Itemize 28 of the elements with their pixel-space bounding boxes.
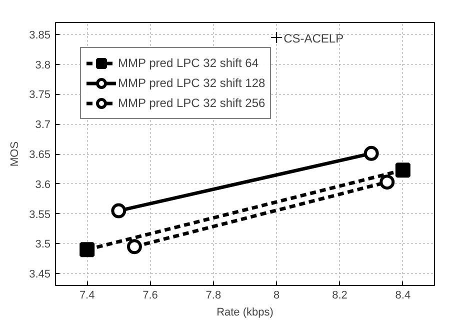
y-tick-label: 3.6 (35, 178, 51, 191)
y-tick-label: 3.5 (35, 238, 51, 251)
point (380, 174, 395, 190)
y-tick-label: 3.75 (29, 89, 51, 102)
y-tick-label: 3.85 (29, 29, 51, 42)
y-tick-label: 3.7 (35, 119, 51, 132)
x-tick-label: 8.2 (332, 290, 348, 302)
point (111, 203, 126, 218)
legend-label: MMP pred LPC 32 shift 64 (118, 56, 259, 70)
y-tick-label: 3.65 (29, 149, 51, 161)
legend-label: MMP pred LPC 32 shift 128 (118, 76, 266, 90)
point (80, 242, 95, 258)
y-tick-label: 3.45 (29, 268, 51, 281)
x-axis-title: Rate (kbps) (216, 306, 274, 318)
x-tick-label: 7.4 (79, 290, 95, 302)
y-tick-label: 3.8 (35, 59, 51, 72)
x-tick-label: 7.6 (142, 290, 158, 302)
y-tick-label: 3.55 (29, 208, 51, 221)
point (270, 31, 283, 44)
series-label: CS-ACELP (284, 31, 344, 46)
x-tick-label: 7.8 (206, 290, 222, 302)
y-axis-title: MOS (9, 141, 22, 167)
legend-label: MMP pred LPC 32 shift 256 (118, 96, 266, 110)
point (395, 162, 410, 178)
x-tick-label: 8.4 (395, 290, 411, 302)
point (364, 146, 379, 161)
x-tick-label: 8 (274, 290, 280, 302)
point (126, 239, 142, 254)
